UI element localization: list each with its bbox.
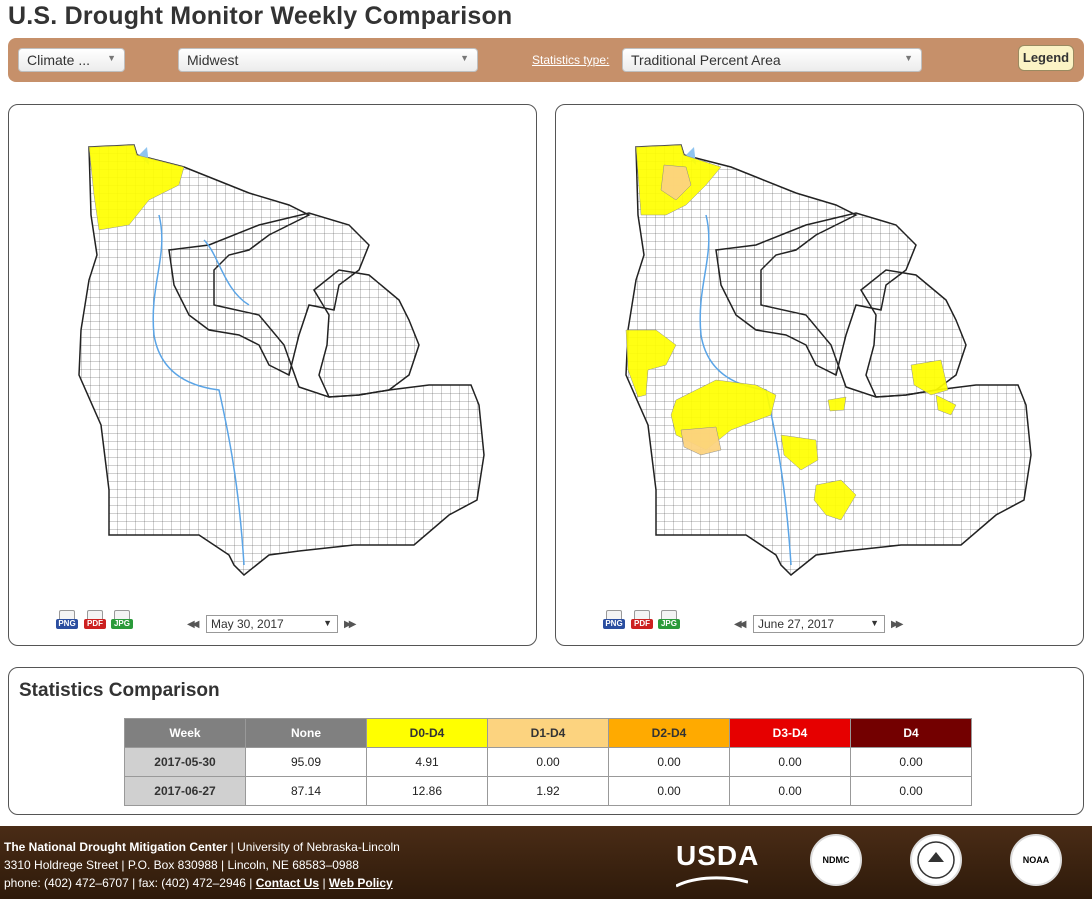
ndmc-logo[interactable]: NDMC [810,834,862,886]
next-week-icon[interactable]: ▶▶ [344,619,357,630]
table-row: 2017-05-30 95.09 4.91 0.00 0.00 0.00 0.0… [124,747,972,777]
legend-button[interactable]: Legend [1018,45,1074,71]
statistics-title: Statistics Comparison [19,680,220,701]
footer: The National Drought Mitigation Center |… [0,826,1092,899]
commerce-seal-icon[interactable] [910,834,962,886]
table-row: 2017-06-27 87.14 12.86 1.92 0.00 0.00 0.… [124,776,972,806]
table-cell: 12.86 [366,776,488,806]
drought-map-right[interactable] [556,105,1085,605]
previous-week-icon[interactable]: ◀◀ [734,619,747,630]
statistics-type-value: Traditional Percent Area [631,52,781,68]
col-d4: D4 [850,718,972,748]
png-download-icon[interactable]: PNG [603,610,625,632]
week-cell: 2017-06-27 [124,776,246,806]
table-cell: 87.14 [245,776,367,806]
region-type-value: Climate ... [27,52,91,68]
statistics-table: Week None D0-D4 D1-D4 D2-D4 D3-D4 D4 201… [124,718,972,806]
statistics-type-link[interactable]: Statistics type: [532,53,610,67]
table-cell: 95.09 [245,747,367,777]
next-week-icon[interactable]: ▶▶ [891,619,904,630]
statistics-type-select[interactable]: Traditional Percent Area ▼ [622,48,922,72]
region-select[interactable]: Midwest ▼ [178,48,478,72]
jpg-download-icon[interactable]: JPG [658,610,680,632]
table-cell: 0.00 [487,747,609,777]
map-panel-left: PNG PDF JPG ◀◀ May 30, 2017 ▼ ▶▶ [8,104,537,646]
date-select-right[interactable]: June 27, 2017 ▼ [753,615,885,633]
region-type-select[interactable]: Climate ... ▼ [18,48,125,72]
midwest-outline [78,144,485,577]
noaa-logo[interactable]: NOAA [1010,834,1062,886]
chevron-down-icon: ▼ [460,53,469,63]
chevron-down-icon: ▼ [323,618,332,628]
table-cell: 0.00 [608,776,730,806]
col-d2-d4: D2-D4 [608,718,730,748]
statistics-panel: Statistics Comparison Week None D0-D4 D1… [8,667,1084,815]
toolbar: Climate ... ▼ Midwest ▼ Statistics type:… [8,38,1084,82]
col-week: Week [124,718,246,748]
pdf-download-icon[interactable]: PDF [631,610,653,632]
date-select-left[interactable]: May 30, 2017 ▼ [206,615,338,633]
col-none: None [245,718,367,748]
col-d3-d4: D3-D4 [729,718,851,748]
table-header-row: Week None D0-D4 D1-D4 D2-D4 D3-D4 D4 [124,718,972,748]
previous-week-icon[interactable]: ◀◀ [187,619,200,630]
contact-us-link[interactable]: Contact Us [255,876,320,890]
usda-swoosh-icon [676,876,748,888]
col-d0-d4: D0-D4 [366,718,488,748]
footer-contact-line: phone: (402) 472–6707 | fax: (402) 472–2… [4,876,393,890]
table-cell: 4.91 [366,747,488,777]
date-value: June 27, 2017 [758,617,835,631]
drought-d0-area [88,144,185,231]
week-cell: 2017-05-30 [124,747,246,777]
web-policy-link[interactable]: Web Policy [328,876,393,890]
png-download-icon[interactable]: PNG [56,610,78,632]
table-cell: 1.92 [487,776,609,806]
table-cell: 0.00 [608,747,730,777]
pdf-download-icon[interactable]: PDF [84,610,106,632]
table-cell: 0.00 [850,747,972,777]
drought-d1-areas [660,164,722,456]
jpg-download-icon[interactable]: JPG [111,610,133,632]
drought-map-left[interactable] [9,105,538,605]
footer-org-line: The National Drought Mitigation Center |… [4,840,400,854]
table-cell: 0.00 [729,747,851,777]
chevron-down-icon: ▼ [904,53,913,63]
usda-logo[interactable]: USDA [676,840,759,888]
table-cell: 0.00 [729,776,851,806]
chevron-down-icon: ▼ [107,53,116,63]
table-cell: 0.00 [850,776,972,806]
page-title: U.S. Drought Monitor Weekly Comparison [8,2,513,30]
col-d1-d4: D1-D4 [487,718,609,748]
footer-address: 3310 Holdrege Street | P.O. Box 830988 |… [4,858,359,872]
date-value: May 30, 2017 [211,617,284,631]
map-panel-right: PNG PDF JPG ◀◀ June 27, 2017 ▼ ▶▶ [555,104,1084,646]
region-value: Midwest [187,52,239,68]
chevron-down-icon: ▼ [870,618,879,628]
